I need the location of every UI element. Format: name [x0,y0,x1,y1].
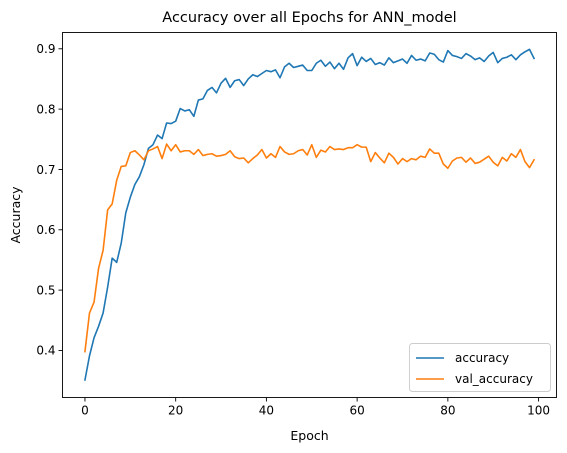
x-axis-label: Epoch [290,428,328,443]
x-tick-label: 100 [527,404,550,418]
y-tick-label: 0.7 [36,163,55,177]
x-tick-label: 0 [81,404,89,418]
plot-lines [84,48,536,381]
legend: accuracy val_accuracy [409,343,551,392]
x-tick-label: 40 [259,404,274,418]
legend-box [409,343,551,392]
x-tick-label: 80 [440,404,455,418]
legend-label-val-accuracy: val_accuracy [455,372,533,386]
y-tick-label: 0.9 [36,42,55,56]
y-tick-label: 0.5 [36,283,55,297]
y-axis: 0.4 0.5 0.6 0.7 0.8 0.9 [36,42,63,358]
y-tick-label: 0.6 [36,223,55,237]
y-tick-label: 0.8 [36,102,55,116]
legend-label-accuracy: accuracy [455,351,509,365]
x-axis: 0 20 40 60 80 100 [81,397,550,418]
x-tick-label: 60 [349,404,364,418]
y-axis-label: Accuracy [8,186,23,244]
x-tick-label: 20 [168,404,183,418]
chart-title: Accuracy over all Epochs for ANN_model [162,10,456,26]
y-tick-label: 0.4 [36,344,55,358]
series-line-val-accuracy [84,143,536,353]
plot-frame [62,32,557,398]
series-line-accuracy [84,48,536,381]
